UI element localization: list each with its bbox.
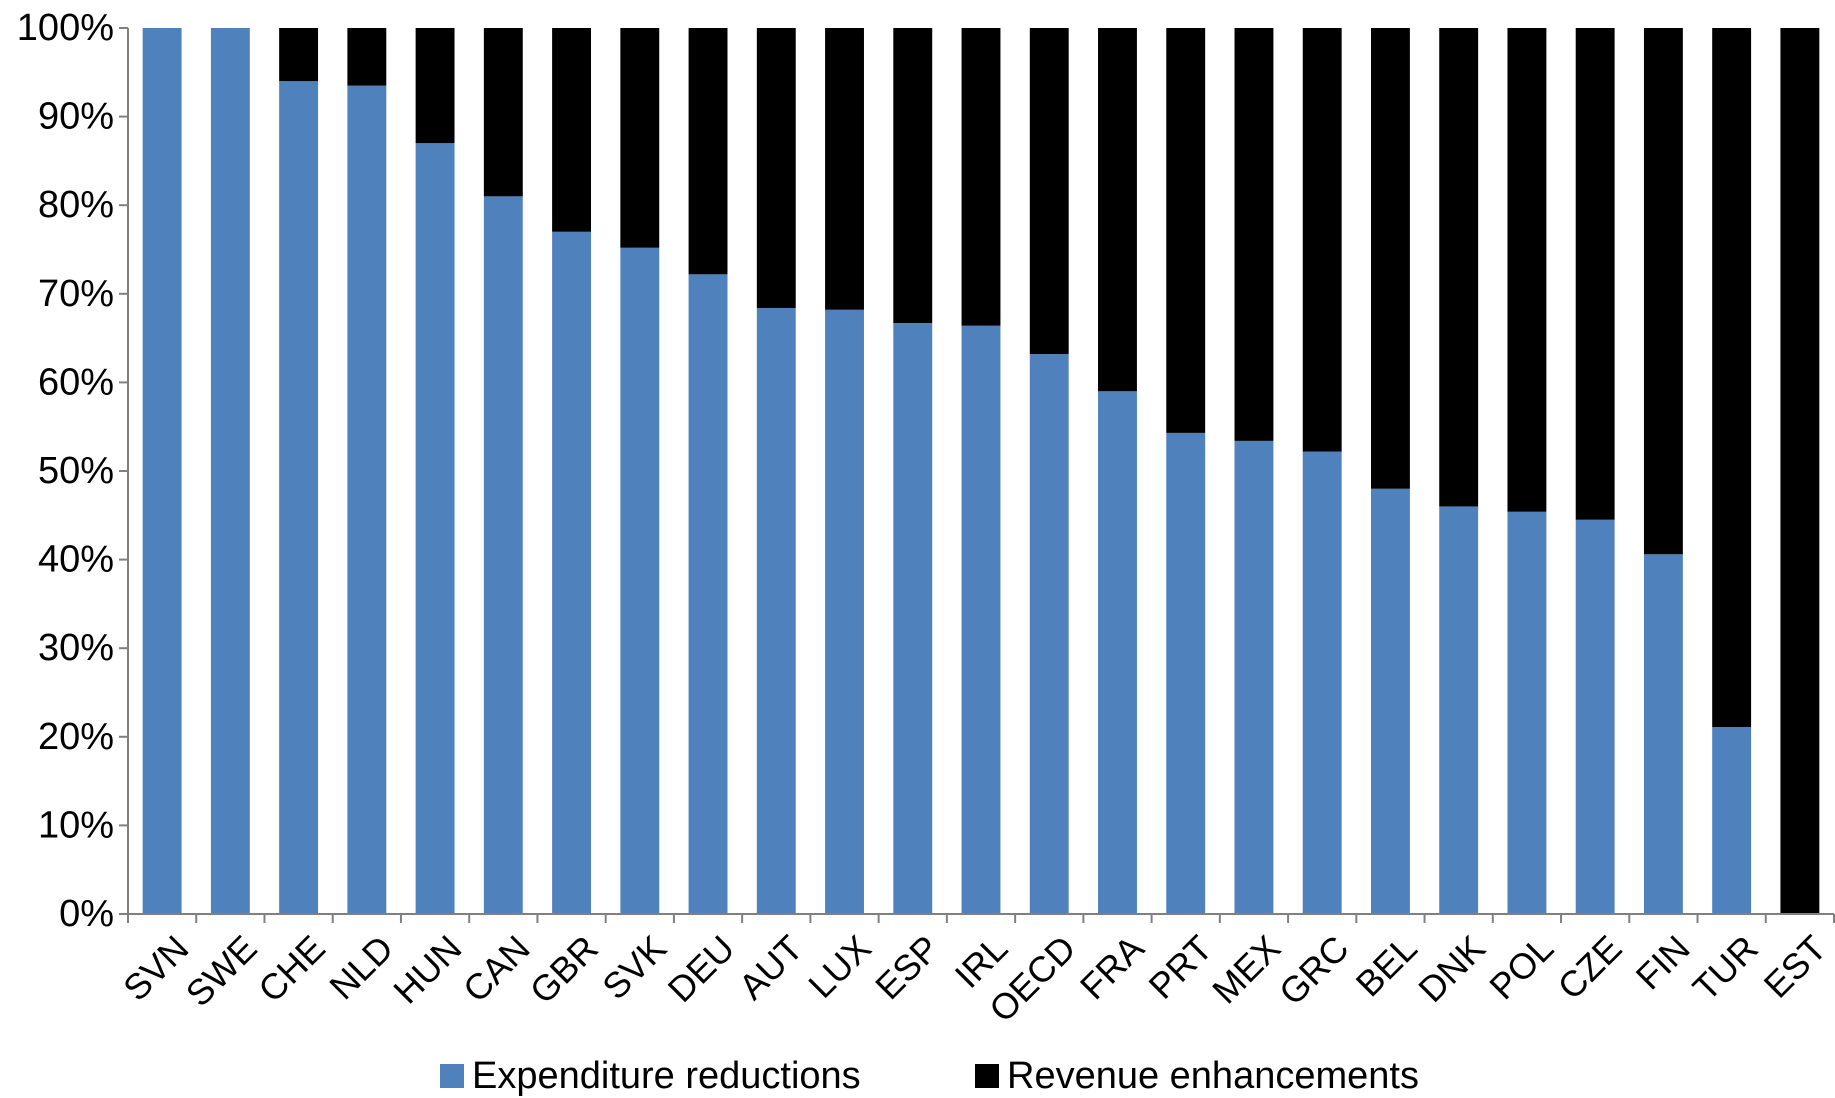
x-label-mex: MEX — [1204, 927, 1288, 1011]
y-tick-label: 100% — [17, 7, 114, 49]
x-label-tur: TUR — [1685, 927, 1766, 1008]
bar-grc-series-0 — [1302, 451, 1342, 914]
y-tick-label: 90% — [38, 96, 114, 138]
bar-fra-series-1 — [1098, 28, 1137, 392]
bar-dnk-series-1 — [1439, 28, 1479, 507]
y-tick-label: 80% — [38, 184, 114, 226]
bar-svk-series-0 — [620, 247, 660, 915]
bar-aut-series-0 — [756, 307, 796, 915]
bar-aut-series-1 — [756, 28, 796, 308]
x-label-lux: LUX — [800, 927, 879, 1006]
x-label-svk: SVK — [594, 927, 674, 1007]
bar-mex-series-0 — [1234, 440, 1274, 914]
y-tick-labels: 0% 10% 20% 30% 40% 50% 60% 70% 80% 90% 100% — [17, 7, 114, 935]
y-tick-label: 20% — [38, 716, 114, 758]
bar-fin-series-0 — [1643, 554, 1683, 914]
x-label-grc: GRC — [1271, 927, 1357, 1013]
bar-fin-series-1 — [1643, 28, 1683, 555]
bar-can-series-1 — [483, 28, 523, 197]
bar-cze-series-1 — [1575, 28, 1615, 520]
x-label-svn: SVN — [115, 927, 196, 1008]
x-label-dnk: DNK — [1410, 927, 1493, 1010]
y-tick-label: 40% — [38, 539, 114, 581]
bar-esp-series-0 — [893, 323, 933, 914]
bar-dnk-series-0 — [1439, 506, 1479, 914]
bar-mex-series-1 — [1234, 28, 1274, 441]
x-label-pol: POL — [1481, 927, 1561, 1007]
x-label-hun: HUN — [385, 927, 469, 1011]
x-label-deu: DEU — [660, 927, 743, 1010]
x-label-aut: AUT — [731, 927, 811, 1007]
bar-lux-series-0 — [825, 309, 864, 914]
legend-label-0: Expenditure reductions — [472, 1055, 861, 1097]
bar-prt-series-0 — [1166, 432, 1206, 914]
bar-svn-series-0 — [142, 28, 182, 914]
bar-oecd-series-0 — [1029, 354, 1069, 914]
x-label-nld: NLD — [321, 927, 401, 1007]
x-label-fra: FRA — [1072, 927, 1152, 1007]
bar-est-series-1 — [1780, 28, 1820, 914]
bar-nld-series-0 — [347, 85, 387, 915]
axes-layer — [119, 27, 1835, 923]
legend-label-1: Revenue enhancements — [1007, 1055, 1419, 1097]
y-tick-label: 70% — [38, 273, 114, 315]
bar-grc-series-1 — [1302, 28, 1342, 452]
bar-pol-series-0 — [1507, 511, 1547, 914]
y-tick-label: 10% — [38, 804, 114, 846]
x-label-swe: SWE — [178, 927, 265, 1014]
x-label-est: EST — [1756, 927, 1835, 1006]
bar-bel-series-0 — [1370, 488, 1410, 914]
x-label-can: CAN — [455, 927, 538, 1010]
bar-irl-series-0 — [961, 325, 1001, 914]
x-label-fin: FIN — [1628, 927, 1698, 997]
bar-nld-series-1 — [347, 28, 387, 86]
bar-irl-series-1 — [961, 28, 1001, 326]
x-label-bel: BEL — [1348, 927, 1425, 1004]
bar-hun-series-0 — [415, 143, 455, 914]
y-tick-label: 0% — [59, 893, 114, 935]
y-tick-label: 60% — [38, 361, 114, 403]
bar-tur-series-0 — [1712, 727, 1752, 914]
x-label-prt: PRT — [1141, 927, 1220, 1006]
bar-fra-series-0 — [1098, 391, 1137, 914]
x-label-cze: CZE — [1550, 927, 1630, 1007]
bar-tur-series-1 — [1712, 28, 1752, 728]
bar-swe-series-0 — [210, 28, 250, 914]
bar-che-series-1 — [279, 28, 319, 82]
legend-swatch-1 — [975, 1064, 999, 1088]
x-label-che: CHE — [250, 927, 333, 1010]
bar-pol-series-1 — [1507, 28, 1547, 512]
bar-svk-series-1 — [620, 28, 660, 248]
x-label-esp: ESP — [867, 927, 947, 1007]
y-tick-label: 30% — [38, 627, 114, 669]
bar-bel-series-1 — [1370, 28, 1410, 489]
bar-gbr-series-1 — [552, 28, 592, 232]
bar-prt-series-1 — [1166, 28, 1206, 433]
bar-oecd-series-1 — [1029, 28, 1069, 355]
bar-lux-series-1 — [825, 28, 864, 310]
bar-esp-series-1 — [893, 28, 933, 324]
bar-can-series-0 — [483, 196, 523, 915]
bars-layer — [142, 28, 1820, 915]
bar-deu-series-0 — [688, 274, 728, 914]
legend-swatch-0 — [440, 1064, 464, 1088]
bar-cze-series-0 — [1575, 519, 1615, 914]
x-label-gbr: GBR — [522, 927, 606, 1011]
y-tick-label: 50% — [38, 450, 114, 492]
legend: Expenditure reductions Revenue enhancemen… — [440, 1055, 1419, 1097]
bar-che-series-0 — [279, 81, 319, 914]
bar-hun-series-1 — [415, 28, 455, 144]
bar-deu-series-1 — [688, 28, 728, 275]
bar-gbr-series-0 — [552, 231, 592, 914]
